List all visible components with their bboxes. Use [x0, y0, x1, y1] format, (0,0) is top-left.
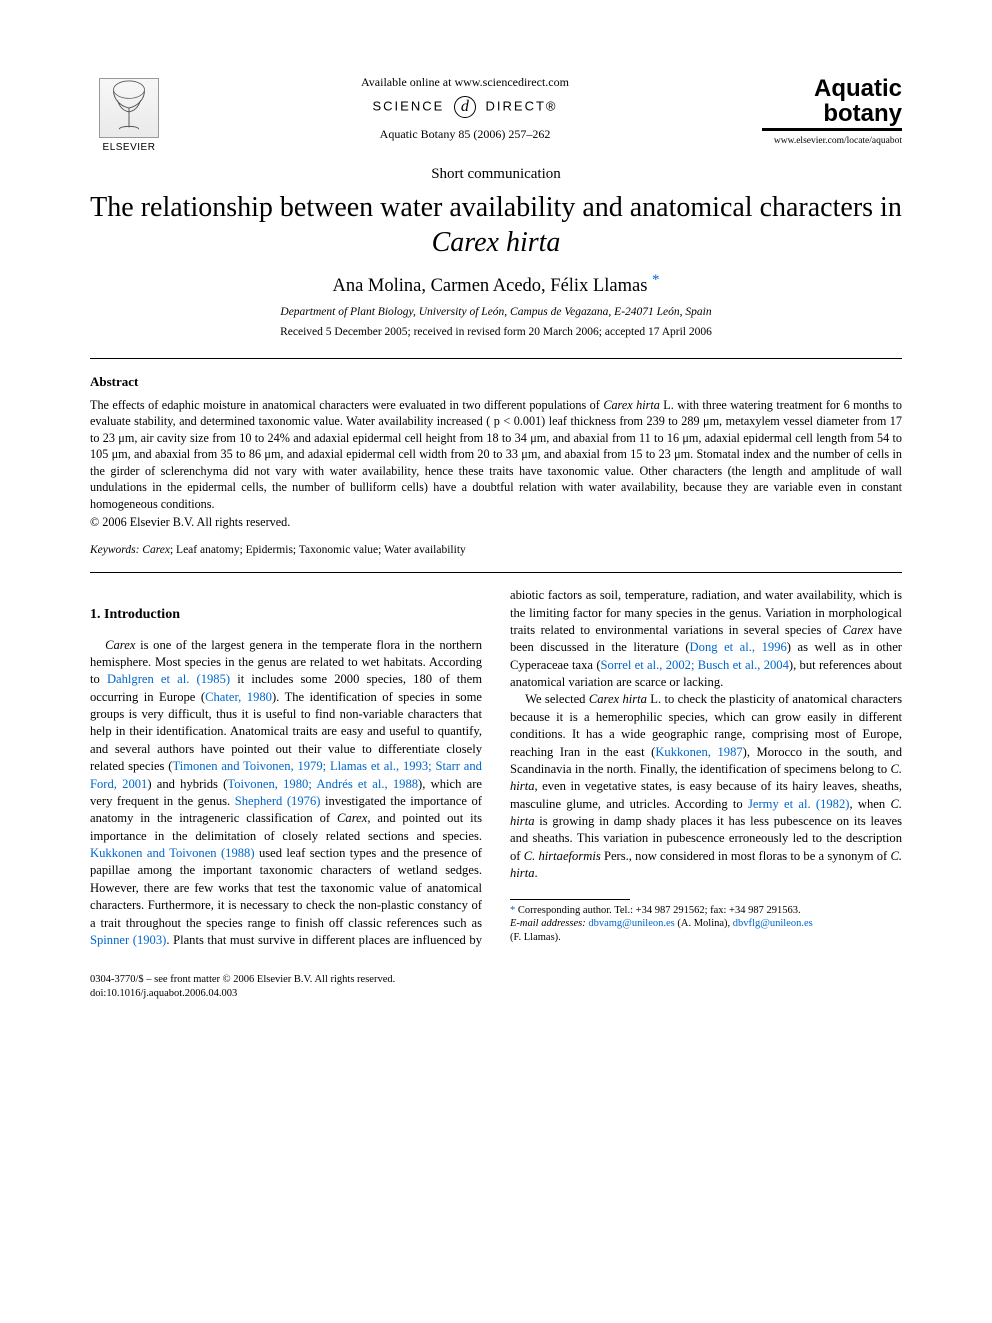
p1-italic-carex: Carex — [105, 638, 135, 652]
email-molina-who: (A. Molina), — [675, 918, 733, 929]
email-llamas-who: (F. Llamas). — [510, 932, 561, 943]
journal-rule — [762, 128, 902, 131]
title-text: The relationship between water availabil… — [90, 192, 902, 223]
keywords: Keywords: Carex; Leaf anatomy; Epidermis… — [90, 543, 902, 559]
doi-line: doi:10.1016/j.aquabot.2006.04.003 — [90, 987, 902, 1001]
elsevier-logo: ELSEVIER — [90, 68, 168, 154]
available-online-text: Available online at www.sciencedirect.co… — [168, 74, 762, 90]
abstract-copyright: © 2006 Elsevier B.V. All rights reserved… — [90, 514, 902, 530]
abstract-body: The effects of edaphic moisture in anato… — [90, 397, 902, 512]
ref-kukkonen-1987[interactable]: Kukkonen, 1987 — [655, 745, 742, 759]
journal-url: www.elsevier.com/locate/aquabot — [762, 135, 902, 148]
p2-it-chirtaeformis: C. hirtaeformis — [524, 849, 601, 863]
sd-d-icon: d — [454, 96, 476, 118]
email-molina[interactable]: dbvamg@unileon.es — [588, 918, 674, 929]
abstract-species: Carex hirta — [603, 398, 660, 412]
journal-box: Aquatic botany www.elsevier.com/locate/a… — [762, 68, 902, 148]
keywords-rest: ; Leaf anatomy; Epidermis; Taxonomic val… — [170, 544, 466, 556]
footnote-emails: E-mail addresses: dbvamg@unileon.es (A. … — [510, 917, 902, 944]
p2-it-carex-hirta: Carex hirta — [589, 692, 647, 706]
p2-t5: , when — [849, 797, 890, 811]
ref-jermy-1982[interactable]: Jermy et al. (1982) — [748, 797, 850, 811]
body-columns: 1. Introduction Carex is one of the larg… — [90, 587, 902, 949]
rule-below-keywords — [90, 572, 902, 573]
p2-t7: Pers., now considered in most floras to … — [601, 849, 891, 863]
abstract-t2: L. with three watering treatment for 6 m… — [90, 398, 902, 511]
sd-left: SCIENCE — [372, 99, 444, 114]
footnote-mark-icon: * — [510, 905, 515, 916]
p1-italic-carex-3: Carex — [843, 623, 873, 637]
elsevier-tree-icon — [99, 78, 159, 138]
header: ELSEVIER Available online at www.science… — [90, 68, 902, 154]
journal-title: Aquatic botany — [762, 76, 902, 126]
abstract-t1: The effects of edaphic moisture in anato… — [90, 398, 603, 412]
footnote-rule — [510, 899, 630, 900]
keywords-italic: Carex — [142, 544, 170, 556]
ref-kukkonen-toivonen-1988[interactable]: Kukkonen and Toivonen (1988) — [90, 846, 255, 860]
article-title: The relationship between water availabil… — [90, 190, 902, 260]
sciencedirect-logo: SCIENCE d DIRECT® — [168, 96, 762, 118]
p1-italic-carex-2: Carex — [337, 811, 367, 825]
p2-t1: We selected — [525, 692, 589, 706]
footnotes: * * Corresponding author. Tel.: +34 987 … — [510, 904, 902, 945]
front-matter-line: 0304-3770/$ – see front matter © 2006 El… — [90, 973, 902, 987]
corresponding-mark-icon[interactable]: * — [652, 272, 660, 288]
authors-list: Ana Molina, Carmen Acedo, Félix Llamas — [332, 276, 647, 296]
ref-shepherd-1976[interactable]: Shepherd (1976) — [235, 794, 321, 808]
p1-t4: ) and hybrids ( — [147, 777, 227, 791]
article-history: Received 5 December 2005; received in re… — [90, 325, 902, 341]
ref-toivonen-andres[interactable]: Toivonen, 1980; Andrés et al., 1988 — [227, 777, 418, 791]
footnote-corresponding: * * Corresponding author. Tel.: +34 987 … — [510, 904, 902, 918]
ref-spinner-1903[interactable]: Spinner (1903) — [90, 933, 166, 947]
bottom-meta: 0304-3770/$ – see front matter © 2006 El… — [90, 973, 902, 1000]
footnote-corr-show: Corresponding author. Tel.: +34 987 2915… — [518, 905, 801, 916]
abstract-heading: Abstract — [90, 373, 902, 391]
journal-title-line1: Aquatic — [814, 75, 902, 102]
ref-sorrel-busch[interactable]: Sorrel et al., 2002; Busch et al., 2004 — [601, 658, 789, 672]
affiliation: Department of Plant Biology, University … — [90, 305, 902, 321]
ref-dahlgren-1985[interactable]: Dahlgren et al. (1985) — [107, 672, 230, 686]
title-species: Carex hirta — [432, 227, 561, 258]
ref-chater-1980[interactable]: Chater, 1980 — [205, 690, 272, 704]
email-label: E-mail addresses: — [510, 918, 586, 929]
rule-above-abstract — [90, 358, 902, 359]
p2-t8: . — [535, 866, 538, 880]
authors: Ana Molina, Carmen Acedo, Félix Llamas * — [90, 270, 902, 299]
citation-line: Aquatic Botany 85 (2006) 257–262 — [168, 126, 762, 142]
keywords-label: Keywords: — [90, 544, 139, 556]
sd-right: DIRECT® — [486, 99, 558, 114]
paragraph-2: We selected Carex hirta L. to check the … — [510, 691, 902, 882]
journal-title-line2: botany — [823, 100, 902, 127]
ref-dong-1996[interactable]: Dong et al., 1996 — [690, 640, 787, 654]
section-1-heading: 1. Introduction — [90, 605, 482, 624]
center-header: Available online at www.sciencedirect.co… — [168, 68, 762, 142]
email-llamas[interactable]: dbvflg@unileon.es — [733, 918, 813, 929]
elsevier-name: ELSEVIER — [103, 141, 156, 155]
article-type: Short communication — [90, 164, 902, 184]
